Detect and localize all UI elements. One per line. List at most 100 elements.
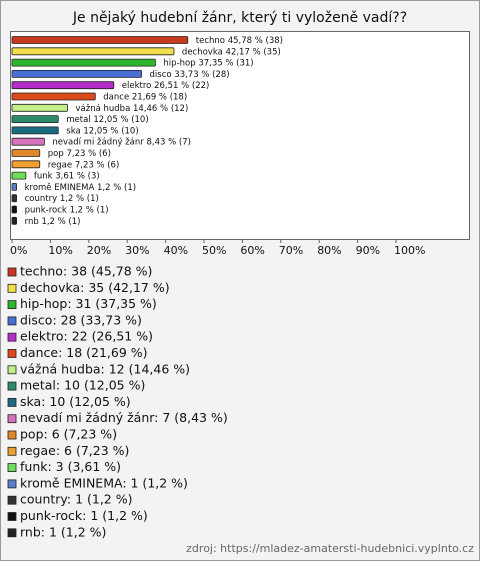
- value-label: 45,78 % (38): [228, 36, 283, 46]
- bar: [11, 70, 142, 78]
- bar-category: techno: [196, 36, 225, 46]
- bar: [11, 58, 156, 67]
- value-label: 1,2 % (1): [97, 182, 136, 192]
- value-label: 21,69 % (18): [132, 92, 187, 102]
- bar: [11, 160, 41, 169]
- legend-label: country: 1 (1,2 %): [20, 492, 133, 507]
- value-label: 26,51 % (22): [154, 81, 209, 91]
- legend-label: kromě EMINEMA: 1 (1,2 %): [20, 475, 188, 490]
- x-tick-label: 90%: [356, 244, 380, 257]
- bar-label: ska 12,05 % (10): [66, 126, 138, 136]
- bar-label: metal 12,05 % (10): [66, 115, 148, 125]
- x-tick-label: 100%: [394, 244, 425, 257]
- bar-category: elektro: [122, 81, 152, 91]
- bar-category: pop: [48, 149, 64, 159]
- value-label: 3,61 % (3): [55, 171, 99, 181]
- legend-swatch: [7, 528, 17, 538]
- legend-label: nevadí mi žádný žánr: 7 (8,43 %): [20, 410, 228, 425]
- bar: [11, 115, 59, 123]
- legend-swatch: [7, 397, 17, 407]
- legend-label: punk-rock: 1 (1,2 %): [20, 508, 148, 523]
- bar-category: regae: [48, 160, 72, 170]
- bar: [11, 216, 18, 225]
- bar-label: vážná hudba 14,46 % (12): [76, 103, 189, 113]
- bar: [11, 92, 96, 101]
- bar-label: kromě EMINEMA 1,2 % (1): [25, 182, 136, 192]
- source: zdroj: https://mladez-amatersti-hudebnic…: [186, 542, 474, 555]
- value-label: 1,2 % (1): [60, 194, 99, 204]
- value-label: 12,05 % (10): [93, 115, 148, 125]
- legend-label: metal: 10 (12,05 %): [20, 378, 145, 393]
- bar-category: ska: [66, 126, 80, 136]
- value-label: 1,2 % (1): [41, 216, 80, 226]
- bar-label: pop 7,23 % (6): [48, 149, 111, 159]
- bar-label: regae 7,23 % (6): [48, 160, 120, 170]
- bar-label: techno 45,78 % (38): [196, 36, 283, 46]
- legend-swatch: [7, 283, 17, 293]
- bar-category: hip-hop: [163, 58, 195, 68]
- value-label: 1,2 % (1): [70, 205, 109, 215]
- x-tick-label: 40%: [164, 244, 188, 257]
- bar: [11, 205, 18, 214]
- bar-label: disco 33,73 % (28): [150, 69, 230, 79]
- x-tick-label: 10%: [48, 244, 72, 257]
- legend-label: hip-hop: 31 (37,35 %): [20, 296, 157, 311]
- x-tick-label: 20%: [87, 244, 111, 257]
- bar: [11, 171, 27, 180]
- bar: [11, 137, 45, 146]
- x-tick-label: 60%: [240, 244, 264, 257]
- legend-swatch: [7, 495, 17, 505]
- legend-label: dechovka: 35 (42,17 %): [20, 280, 170, 295]
- bar-label: elektro 26,51 % (22): [122, 81, 210, 91]
- legend-swatch: [7, 463, 17, 473]
- legend-swatch: [7, 430, 17, 440]
- x-tick-label: 0%: [10, 244, 27, 257]
- legend-label: pop: 6 (7,23 %): [20, 427, 117, 442]
- bar-category: dance: [103, 92, 129, 102]
- legend-label: ska: 10 (12,05 %): [20, 394, 131, 409]
- bar-label: country 1,2 % (1): [25, 194, 99, 204]
- legend-swatch: [7, 349, 17, 358]
- bar-label: funk 3,61 % (3): [34, 171, 100, 181]
- legend-swatch: [7, 446, 17, 456]
- bar-label: nevadí mi žádný žánr 8,43 % (7): [52, 137, 191, 147]
- legend-swatch: [7, 267, 17, 277]
- legend-swatch: [7, 512, 17, 521]
- value-label: 42,17 % (35): [226, 47, 281, 57]
- chart-title: Je nějaký hudební žánr, který ti vyložen…: [72, 10, 407, 26]
- bar-label: dechovka 42,17 % (35): [182, 47, 281, 57]
- bar: [11, 47, 175, 56]
- legend-swatch: [7, 332, 17, 342]
- legend-swatch: [7, 316, 17, 326]
- value-label: 12,05 % (10): [83, 126, 138, 136]
- bar: [11, 36, 189, 44]
- legend-swatch: [7, 414, 17, 424]
- legend-label: dance: 18 (21,69 %): [20, 345, 148, 360]
- bar-label: dance 21,69 % (18): [103, 92, 187, 102]
- bar: [11, 194, 18, 203]
- legend-swatch: [7, 365, 17, 375]
- bar-label: rnb 1,2 % (1): [25, 216, 81, 226]
- legend-label: funk: 3 (3,61 %): [20, 459, 121, 474]
- legend-label: techno: 38 (45,78 %): [20, 264, 152, 279]
- bar: [11, 81, 115, 90]
- legend-swatch: [7, 381, 17, 391]
- legend-swatch: [7, 300, 17, 310]
- bar-category: funk: [34, 171, 53, 181]
- x-tick-label: 70%: [279, 244, 303, 257]
- bar-category: vážná hudba: [76, 103, 131, 113]
- bar-category: kromě EMINEMA: [25, 182, 95, 192]
- bar-category: dechovka: [182, 47, 223, 57]
- bar-category: nevadí mi žádný žánr: [52, 137, 144, 147]
- value-label: 8,43 % (7): [146, 137, 190, 147]
- legend-label: disco: 28 (33,73 %): [20, 312, 142, 327]
- value-label: 7,23 % (6): [66, 149, 110, 159]
- bar-category: punk-rock: [25, 205, 67, 215]
- bar-label: hip-hop 37,35 % (31): [163, 58, 253, 68]
- legend-label: elektro: 22 (26,51 %): [20, 329, 153, 344]
- value-label: 14,46 % (12): [133, 103, 188, 113]
- x-tick-label: 80%: [317, 244, 341, 257]
- value-label: 7,23 % (6): [75, 160, 119, 170]
- x-tick-label: 50%: [202, 244, 226, 257]
